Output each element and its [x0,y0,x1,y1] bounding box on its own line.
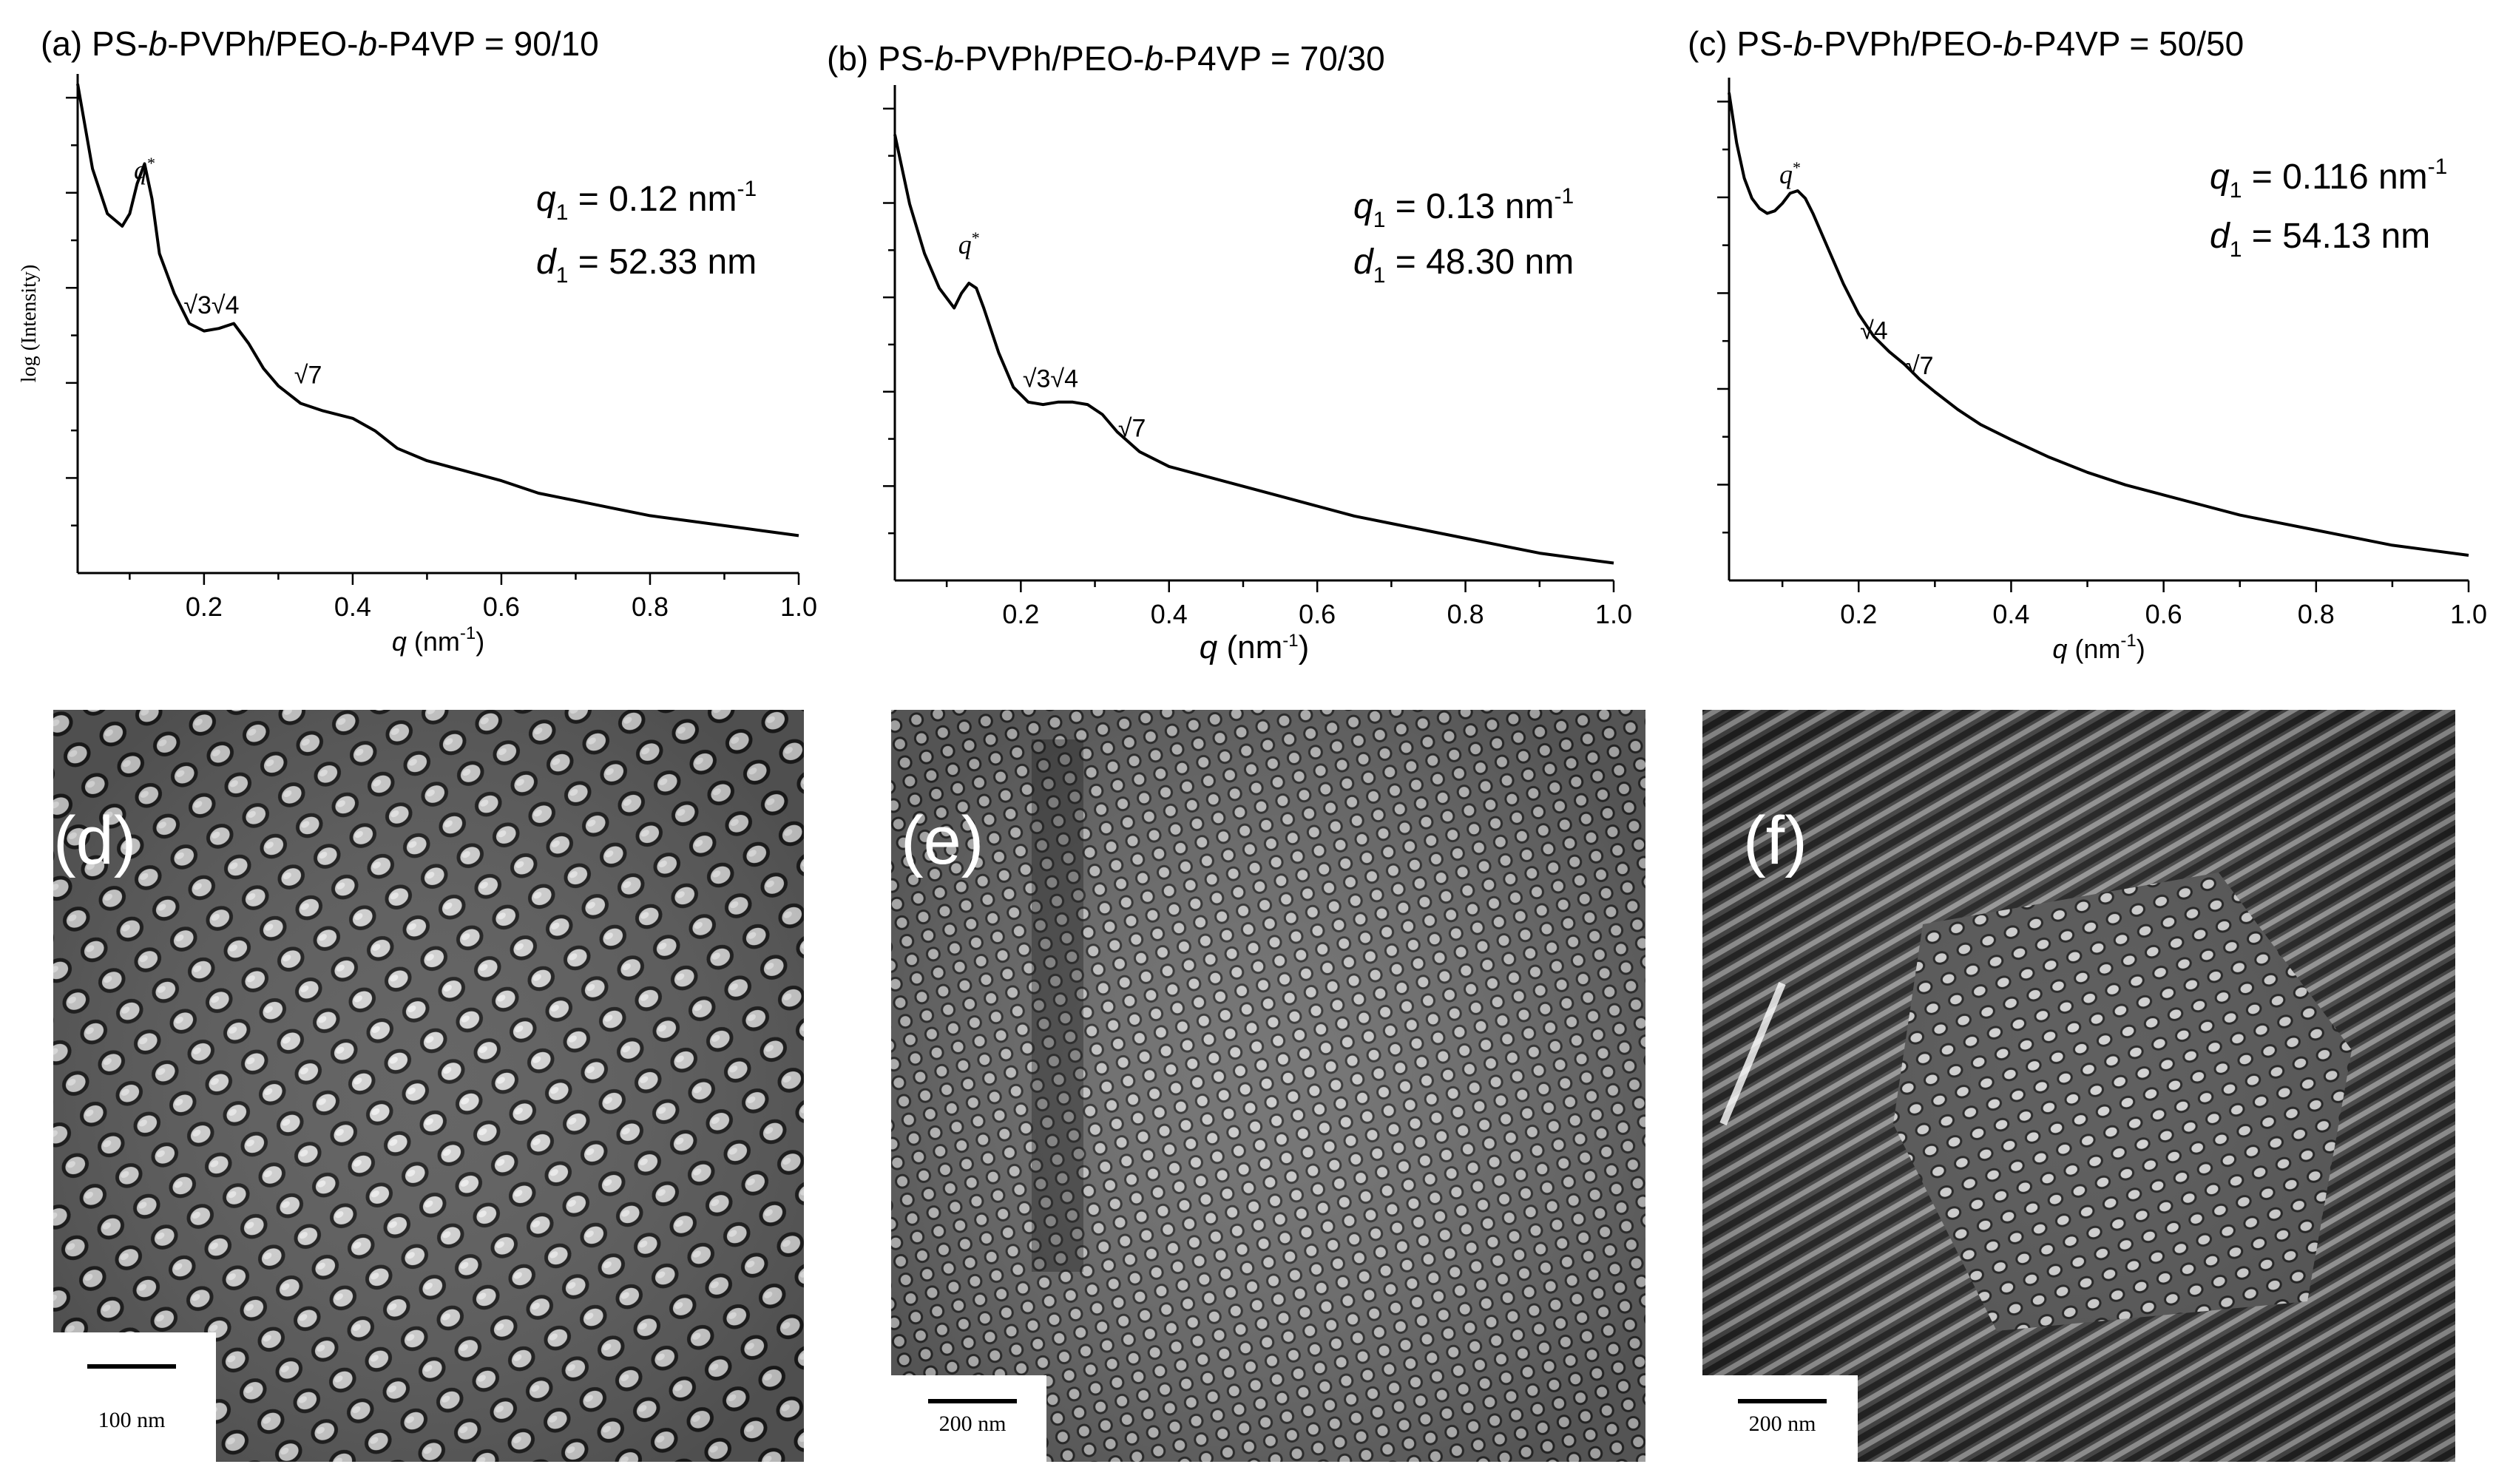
x-tick-label: 0.8 [1447,599,1484,629]
x-tick-label: 0.4 [334,592,371,622]
x-tick-label: 0.8 [2298,599,2335,629]
x-tick-label: 1.0 [1595,599,1632,629]
tem-micrograph-f: 200 nm (f) [1702,710,2455,1462]
q1-annotation: q1 = 0.12 nm-1 [536,177,757,225]
peak-label: √7 [294,362,322,390]
panel-title: (b) PS-b-PVPh/PEO-b-P4VP = 70/30 [827,39,1385,78]
d1-annotation: d1 = 54.13 nm [2210,217,2430,262]
x-tick-label: 0.4 [1151,599,1188,629]
peak-label: √3√4 [1023,365,1078,393]
scale-bar-box-d [53,1332,216,1462]
peak-label: √4 [1860,317,1888,345]
saxs-curve [76,84,799,538]
scale-bar-label-d: 100 nm [98,1408,166,1432]
x-tick-label: 1.0 [2450,599,2487,629]
peak-label: q* [958,228,980,260]
x-axis-label: q (nm-1) [2052,631,2145,664]
x-tick-label: 0.2 [186,592,223,622]
peak-label: q* [1779,158,1801,189]
saxs-panel-c: 0.2 0.4 0.6 0.8 1.0 (c) PS-b-PVPh/PEO-b-P4VP … [1688,24,2487,664]
panel-label: (c) [1688,24,1736,63]
scale-bar-label-f: 200 nm [1749,1412,1816,1436]
x-tick-label: 0.8 [632,592,669,622]
x-tick-label: 0.2 [1002,599,1039,629]
panel-label: (a) [41,24,92,63]
peak-label: q* [134,154,155,185]
q1-annotation: q1 = 0.13 nm-1 [1353,184,1574,232]
panel-title: (a) PS-b-PVPh/PEO-b-P4VP = 90/10 [41,24,599,63]
x-axis-label: q (nm-1) [392,623,484,657]
x-tick-label: 0.2 [1840,599,1877,629]
peak-label: √7 [1906,352,1934,380]
saxs-panel-a: 0.2 0.4 0.6 0.8 1.0 (a) PS-b-PVPh/PEO-b-P4VP … [18,24,817,657]
tem-micrograph-d: 100 nm (d) [53,710,804,1462]
q1-annotation: q1 = 0.116 nm-1 [2210,155,2447,203]
scale-bar-box-f [1702,1375,1858,1462]
saxs-panel-b: 0.2 0.4 0.6 0.8 1.0 (b) PS-b-PVPh/PEO-b-P4VP … [827,39,1632,665]
x-axis-label: q (nm-1) [1200,629,1309,665]
panel-label-f: (f) [1743,803,1807,878]
peak-label: √7 [1118,415,1146,443]
saxs-curve [1728,92,2469,557]
panel-label-d: (d) [53,803,136,878]
x-tick-label: 0.4 [1992,599,2029,629]
x-tick-label: 0.6 [2145,599,2182,629]
tem-micrograph-e: 200 nm (e) [891,710,1645,1462]
scale-bar-label-e: 200 nm [939,1412,1007,1436]
d1-annotation: d1 = 52.33 nm [536,243,757,288]
x-tick-label: 0.6 [1299,599,1336,629]
y-axis-label: log (Intensity) [18,265,41,382]
saxs-curve [893,134,1614,565]
x-tick-label: 0.6 [483,592,520,622]
panel-title: (c) PS-b-PVPh/PEO-b-P4VP = 50/50 [1688,24,2244,63]
panel-label-e: (e) [901,803,984,878]
panel-label: (b) [827,39,878,78]
scale-bar-box-e [891,1375,1046,1462]
peak-label: √3√4 [183,291,239,319]
d1-annotation: d1 = 48.30 nm [1353,243,1574,288]
x-tick-label: 1.0 [780,592,817,622]
